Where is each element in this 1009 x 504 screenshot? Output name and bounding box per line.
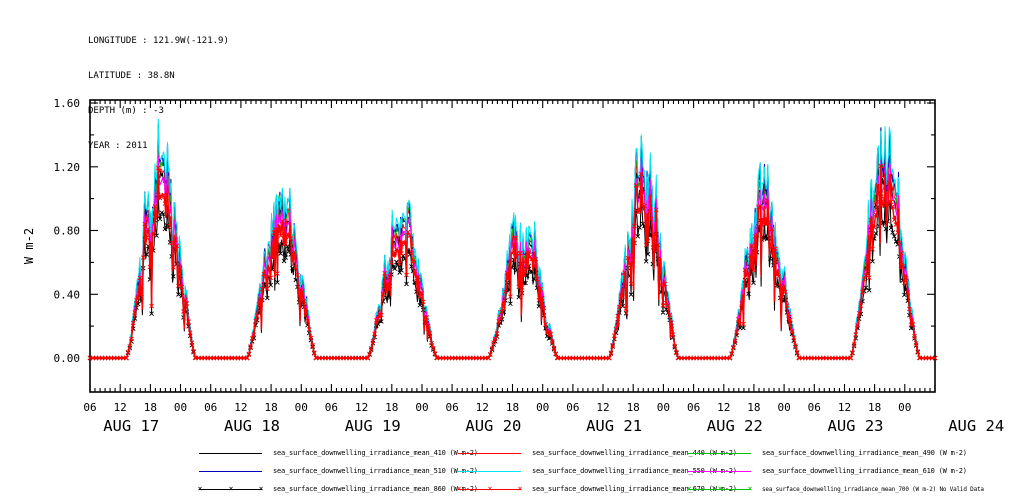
svg-text:18: 18 — [264, 401, 277, 414]
x-marker-glyph: × — [258, 483, 264, 493]
legend-series-label: sea_surface_downwelling_irradiance_mean_… — [762, 485, 984, 493]
svg-text:00: 00 — [536, 401, 549, 414]
svg-text:1.60: 1.60 — [54, 97, 81, 110]
legend-line-sample-860: × × × — [198, 484, 264, 492]
svg-text:18: 18 — [627, 401, 640, 414]
svg-text:12: 12 — [838, 401, 851, 414]
series-markers-6 — [87, 191, 938, 361]
svg-text:0.40: 0.40 — [54, 288, 81, 301]
svg-text:18: 18 — [144, 401, 157, 414]
y-axis-labels: 0.00 0.40 0.80 1.20 1.60 — [54, 97, 81, 365]
svg-text:00: 00 — [777, 401, 790, 414]
svg-text:06: 06 — [808, 401, 821, 414]
x-axis — [89, 100, 936, 392]
x-marker-glyph: × — [517, 483, 523, 493]
legend-line-sample-700: × × × — [687, 484, 753, 492]
legend-line-sample-510 — [199, 470, 262, 472]
legend-item-610: sea_surface_downwelling_irradiance_mean_… — [688, 462, 1009, 480]
svg-text:06: 06 — [325, 401, 338, 414]
svg-text:0.80: 0.80 — [54, 225, 81, 238]
legend-item-410: sea_surface_downwelling_irradiance_mean_… — [199, 444, 478, 462]
header-latitude: LATITUDE : 38.8N — [88, 70, 175, 81]
chart-legend: sea_surface_downwelling_irradiance_mean_… — [198, 444, 1009, 498]
svg-text:06: 06 — [83, 401, 96, 414]
date-label: AUG 21 — [586, 417, 642, 435]
x-marker-glyph: × — [228, 483, 234, 493]
legend-series-label: sea_surface_downwelling_irradiance_mean_… — [273, 449, 478, 457]
legend-item-490: sea_surface_downwelling_irradiance_mean_… — [688, 444, 1009, 462]
date-label: AUG 20 — [465, 417, 521, 435]
legend-item-440: sea_surface_downwelling_irradiance_mean_… — [458, 444, 737, 462]
svg-text:1.20: 1.20 — [54, 161, 81, 174]
legend-line-sample-670: × × × — [457, 484, 523, 492]
x-axis-labels: 06 12 18 00 06 12 18 00 06 12 18 00 06 12 18 00 06 12 18 00… — [83, 401, 1004, 435]
legend-line-sample-490 — [688, 452, 751, 454]
legend-series-label: sea_surface_downwelling_irradiance_mean_… — [273, 467, 478, 475]
legend-series-label: sea_surface_downwelling_irradiance_mean_… — [532, 467, 737, 475]
date-label: AUG 24 — [948, 417, 1004, 435]
svg-text:18: 18 — [385, 401, 398, 414]
legend-item-510: sea_surface_downwelling_irradiance_mean_… — [199, 462, 478, 480]
date-label: AUG 18 — [224, 417, 280, 435]
svg-text:00: 00 — [295, 401, 308, 414]
svg-text:18: 18 — [506, 401, 519, 414]
svg-text:12: 12 — [234, 401, 247, 414]
legend-series-label: sea_surface_downwelling_irradiance_mean_… — [273, 485, 478, 493]
svg-text:00: 00 — [657, 401, 670, 414]
series-line-6 — [90, 193, 935, 359]
svg-text:06: 06 — [687, 401, 700, 414]
x-marker-glyph: × — [686, 483, 692, 493]
svg-text:12: 12 — [596, 401, 609, 414]
svg-text:12: 12 — [476, 401, 489, 414]
legend-line-sample-610 — [688, 470, 751, 472]
legend-line-sample-410 — [199, 452, 262, 454]
legend-series-label: sea_surface_downwelling_irradiance_mean_… — [532, 449, 737, 457]
svg-text:0.00: 0.00 — [54, 352, 81, 365]
x-marker-glyph: × — [747, 483, 753, 493]
header-longitude: LONGITUDE : 121.9W(-121.9) — [88, 36, 229, 47]
series-paths — [87, 118, 938, 361]
svg-text:00: 00 — [415, 401, 428, 414]
legend-item-860: × × × sea_surface_downwelling_irradiance_me… — [198, 480, 478, 498]
series-markers-7 — [87, 163, 938, 361]
date-label: AUG 22 — [707, 417, 763, 435]
svg-text:12: 12 — [355, 401, 368, 414]
x-marker-glyph: × — [487, 483, 493, 493]
series-line-5 — [90, 155, 935, 359]
legend-series-label: sea_surface_downwelling_irradiance_mean_… — [532, 485, 737, 493]
y-axis-title: W m-2 — [22, 228, 36, 264]
svg-text:06: 06 — [566, 401, 579, 414]
svg-text:06: 06 — [204, 401, 217, 414]
legend-line-sample-440 — [458, 452, 521, 454]
legend-series-label: sea_surface_downwelling_irradiance_mean_… — [762, 449, 967, 457]
legend-item-550: sea_surface_downwelling_irradiance_mean_… — [458, 462, 737, 480]
header-metadata: LONGITUDE : 121.9W(-121.9) LATITUDE : 38… — [88, 13, 229, 164]
svg-text:12: 12 — [114, 401, 127, 414]
header-depth: DEPTH (m) : -3 — [88, 105, 164, 116]
date-label: AUG 23 — [828, 417, 884, 435]
svg-text:06: 06 — [445, 401, 458, 414]
y-axis — [90, 102, 935, 359]
header-year: YEAR : 2011 — [88, 140, 148, 151]
x-marker-glyph: × — [197, 483, 203, 493]
date-label: AUG 17 — [103, 417, 159, 435]
svg-text:12: 12 — [717, 401, 730, 414]
legend-item-700: × × × sea_surface_downwelling_irradiance_me… — [687, 480, 1009, 498]
svg-text:00: 00 — [174, 401, 187, 414]
series-line-7 — [90, 165, 935, 359]
legend-series-label: sea_surface_downwelling_irradiance_mean_… — [762, 467, 967, 475]
legend-line-sample-550 — [458, 470, 521, 472]
svg-text:00: 00 — [898, 401, 911, 414]
svg-text:18: 18 — [868, 401, 881, 414]
legend-item-670: × × × sea_surface_downwelling_irradiance_me… — [457, 480, 737, 498]
x-marker-glyph: × — [456, 483, 462, 493]
svg-text:18: 18 — [747, 401, 760, 414]
x-marker-glyph: × — [717, 483, 723, 493]
date-label: AUG 19 — [345, 417, 401, 435]
